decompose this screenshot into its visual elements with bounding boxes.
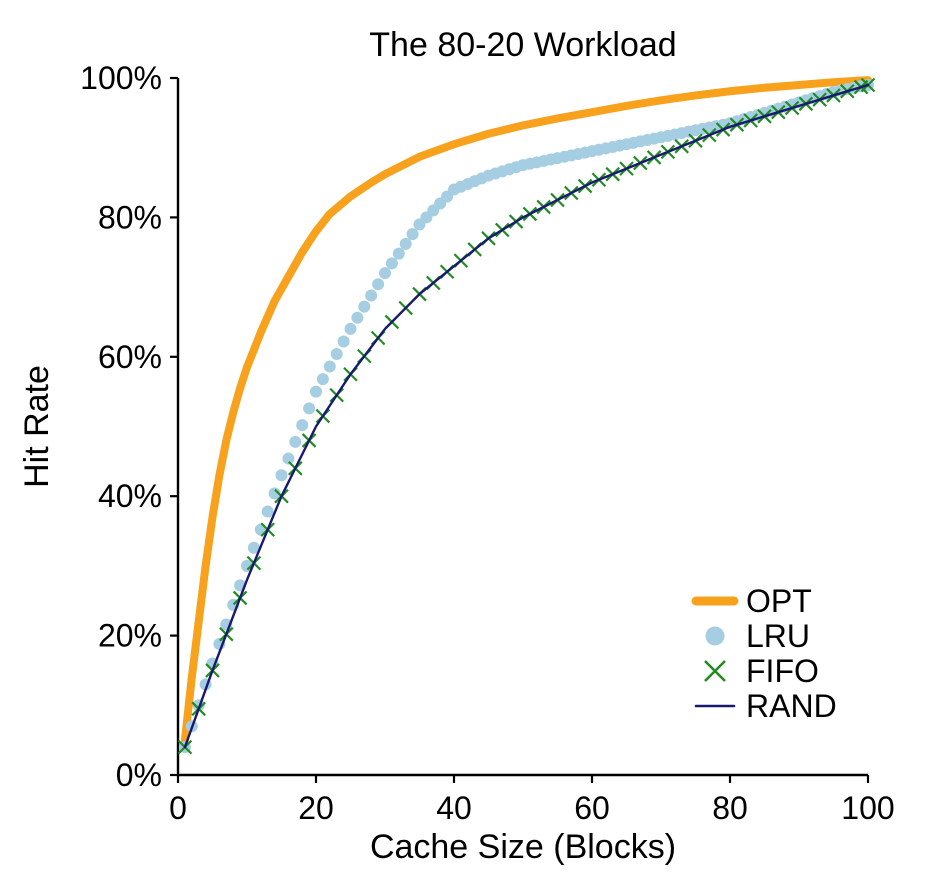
series-opt bbox=[180, 76, 872, 745]
x-axis-label: Cache Size (Blocks) bbox=[370, 828, 676, 866]
lru-circle-marker bbox=[330, 348, 343, 361]
chart-title: The 80-20 Workload bbox=[369, 26, 676, 64]
series-opt-line bbox=[180, 76, 872, 745]
lru-circle-marker bbox=[344, 322, 357, 335]
legend-item-lru: LRU bbox=[705, 618, 810, 654]
legend-item-opt: OPT bbox=[691, 583, 812, 619]
x-tick-label: 100 bbox=[841, 790, 894, 826]
series-rand bbox=[183, 83, 870, 749]
x-tick-label: 40 bbox=[436, 790, 472, 826]
lru-circle-marker bbox=[406, 228, 419, 241]
lru-circle-marker bbox=[268, 487, 281, 500]
lru-circle-marker bbox=[351, 311, 364, 324]
x-tick-label: 20 bbox=[298, 790, 334, 826]
lru-circle-marker bbox=[261, 505, 274, 518]
y-tick-label: 40% bbox=[98, 478, 162, 514]
legend-label-fifo: FIFO bbox=[746, 653, 819, 689]
y-tick-label: 80% bbox=[98, 199, 162, 235]
x-tick-label: 0 bbox=[169, 790, 187, 826]
legend-item-rand: RAND bbox=[694, 688, 837, 724]
lru-circle-marker bbox=[316, 373, 329, 386]
lru-legend-circle bbox=[705, 626, 725, 646]
lru-circle-marker bbox=[241, 559, 253, 572]
lru-circle-marker bbox=[247, 541, 260, 554]
lru-circle-marker bbox=[282, 452, 295, 465]
lru-circle-marker bbox=[365, 289, 378, 302]
lru-circle-marker bbox=[337, 335, 350, 348]
lru-circle-marker bbox=[303, 402, 316, 415]
series-rand-line bbox=[183, 83, 870, 749]
lru-circle-marker bbox=[296, 419, 309, 432]
x-tick-label: 80 bbox=[712, 790, 748, 826]
lru-circle-marker bbox=[289, 435, 302, 448]
ticks: 0 20 40 60 80 100 0% 20% 40% 60% 80% 100% bbox=[80, 60, 895, 826]
lru-circle-marker bbox=[379, 267, 391, 280]
legend-label-rand: RAND bbox=[746, 688, 837, 724]
y-tick-label: 20% bbox=[98, 618, 162, 654]
lru-circle-marker bbox=[275, 469, 288, 482]
y-tick-label: 0% bbox=[116, 757, 162, 793]
lru-circle-marker bbox=[310, 385, 322, 398]
x-tick-label: 60 bbox=[574, 790, 610, 826]
legend-label-opt: OPT bbox=[746, 583, 812, 619]
y-axis-label: Hit Rate bbox=[18, 365, 56, 488]
lru-circle-marker bbox=[323, 360, 336, 373]
y-tick-label: 60% bbox=[98, 339, 162, 375]
lru-circle-marker bbox=[385, 257, 398, 270]
series-lru bbox=[178, 78, 874, 754]
y-tick-label: 100% bbox=[80, 60, 162, 96]
lru-circle-marker bbox=[399, 237, 412, 250]
lru-circle-marker bbox=[392, 247, 405, 260]
legend-item-fifo: FIFO bbox=[704, 653, 819, 689]
lru-circle-marker bbox=[372, 278, 385, 291]
legend-label-lru: LRU bbox=[746, 618, 810, 654]
fifo-legend-x bbox=[704, 660, 726, 682]
lru-circle-marker bbox=[358, 300, 371, 313]
